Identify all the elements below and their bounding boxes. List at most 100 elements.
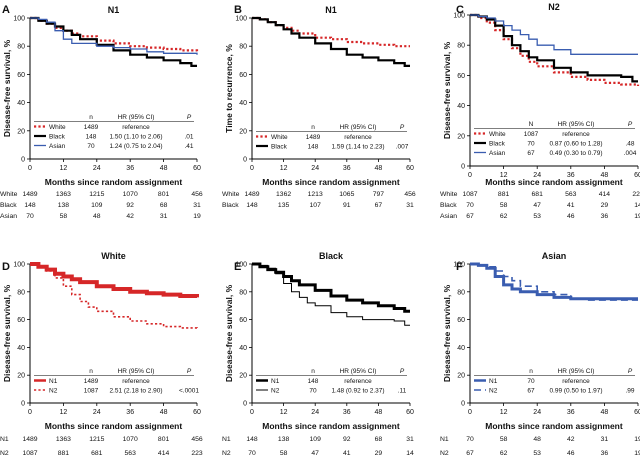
y-tick-label: 60 (457, 317, 465, 324)
x-tick-label: 36 (126, 409, 134, 416)
hr-table-header: n (89, 114, 93, 121)
panel-letter: F (456, 261, 463, 273)
y-tick-label: 20 (239, 128, 247, 135)
x-tick-label: 24 (93, 409, 101, 416)
x-tick-label: 48 (160, 409, 168, 416)
hr-table-hr: 2.51 (2.18 to 2.90) (109, 388, 162, 395)
risk-count: 563 (125, 450, 137, 457)
x-tick-label: 24 (93, 165, 101, 172)
hr-table-n: 70 (87, 143, 95, 150)
risk-row-label: Asian (440, 213, 457, 220)
x-tick-label: 36 (343, 409, 351, 416)
hr-table-header: P (400, 368, 405, 375)
risk-count: 67 (466, 213, 474, 220)
x-tick-label: 0 (28, 409, 32, 416)
risk-count: 681 (532, 191, 544, 198)
hr-table-p: .48 (625, 141, 634, 148)
risk-count: 1215 (89, 191, 104, 198)
risk-count: 36 (601, 450, 609, 457)
series-asian-curve (470, 14, 638, 55)
risk-count: 1489 (22, 436, 37, 443)
risk-count: 42 (567, 436, 575, 443)
risk-count: 1362 (276, 191, 291, 198)
risk-count: 47 (311, 450, 319, 457)
legend-label: White (489, 131, 506, 138)
hr-table-p: .99 (625, 388, 634, 395)
risk-count: 91 (343, 202, 351, 209)
risk-count: 1213 (308, 191, 323, 198)
hr-table-hr: reference (562, 378, 590, 385)
series-n2-curve (30, 263, 198, 330)
risk-count: 70 (26, 213, 34, 220)
risk-count: 109 (91, 202, 103, 209)
x-tick-label: 0 (250, 409, 254, 416)
y-axis-label: Disease-free survival, % (442, 41, 452, 139)
y-tick-label: 40 (17, 345, 25, 352)
risk-count: 414 (158, 450, 170, 457)
risk-count: 19 (193, 213, 201, 220)
x-tick-label: 60 (406, 409, 414, 416)
panel-letter: B (234, 4, 242, 16)
hr-table-header: n (529, 368, 533, 375)
risk-count: 1087 (462, 191, 477, 198)
series-white-curve (470, 13, 640, 86)
series-n1-curve (470, 262, 638, 301)
x-tick-label: 60 (406, 165, 414, 172)
hr-table-n: 1489 (306, 134, 321, 141)
risk-count: 53 (533, 450, 541, 457)
series-white-curve (30, 16, 199, 52)
risk-count: 19 (634, 436, 640, 443)
panel-letter: D (2, 261, 10, 273)
risk-count: 67 (375, 202, 383, 209)
risk-count: 67 (466, 450, 474, 457)
risk-count: 456 (191, 191, 203, 198)
x-tick-label: 12 (280, 409, 288, 416)
risk-count: 801 (158, 436, 170, 443)
x-tick-label: 60 (634, 409, 640, 416)
y-tick-label: 100 (13, 16, 25, 23)
y-axis-label: Disease-free survival, % (2, 284, 12, 382)
y-axis-label: Disease-free survival, % (224, 284, 234, 382)
hr-table-p: .11 (398, 388, 407, 395)
risk-row-label: N2 (440, 450, 449, 457)
legend-label: N2 (271, 388, 280, 395)
y-tick-label: 100 (13, 262, 25, 269)
hr-table-n: 70 (527, 141, 535, 148)
x-tick-label: 12 (60, 409, 68, 416)
y-tick-label: 40 (17, 100, 25, 107)
hr-table-p: .01 (184, 134, 193, 141)
risk-count: 41 (343, 450, 351, 457)
x-tick-label: 24 (311, 409, 319, 416)
risk-count: 58 (280, 450, 288, 457)
risk-count: 58 (500, 202, 508, 209)
y-tick-label: 80 (239, 44, 247, 51)
risk-count: 29 (601, 202, 609, 209)
y-tick-label: 60 (17, 72, 25, 79)
y-tick-label: 20 (457, 373, 465, 380)
panel-title: N1 (108, 5, 120, 15)
risk-count: 1489 (22, 191, 37, 198)
panel-title: Black (319, 251, 344, 261)
hr-table-header: N (529, 121, 534, 128)
panel-a: A N1 0 20 40 60 80 100 0 12 24 36 48 60 Months since r… (0, 4, 203, 220)
legend-label: White (49, 124, 66, 131)
y-tick-label: 60 (239, 317, 247, 324)
x-tick-label: 0 (28, 165, 32, 172)
y-tick-label: 80 (239, 289, 247, 296)
hr-table-hr: reference (122, 378, 150, 385)
risk-count: 223 (191, 450, 203, 457)
panel-letter: A (2, 4, 10, 16)
panel-c: C N2 0 20 40 60 80 100 0 12 24 36 48 60 Months since r… (440, 2, 640, 220)
panel-b: B N1 0 20 40 60 80 100 0 12 24 36 48 60 Months since r… (222, 4, 416, 209)
risk-count: 58 (60, 213, 68, 220)
risk-count: 53 (533, 213, 541, 220)
risk-count: 135 (278, 202, 290, 209)
risk-count: 68 (160, 202, 168, 209)
risk-row-label: N1 (222, 436, 231, 443)
x-tick-label: 60 (193, 409, 201, 416)
legend-label: N1 (49, 378, 58, 385)
hr-table-n: 67 (527, 150, 535, 157)
hr-table-n: 148 (86, 134, 97, 141)
risk-count: 223 (632, 191, 640, 198)
risk-count: 31 (193, 202, 201, 209)
